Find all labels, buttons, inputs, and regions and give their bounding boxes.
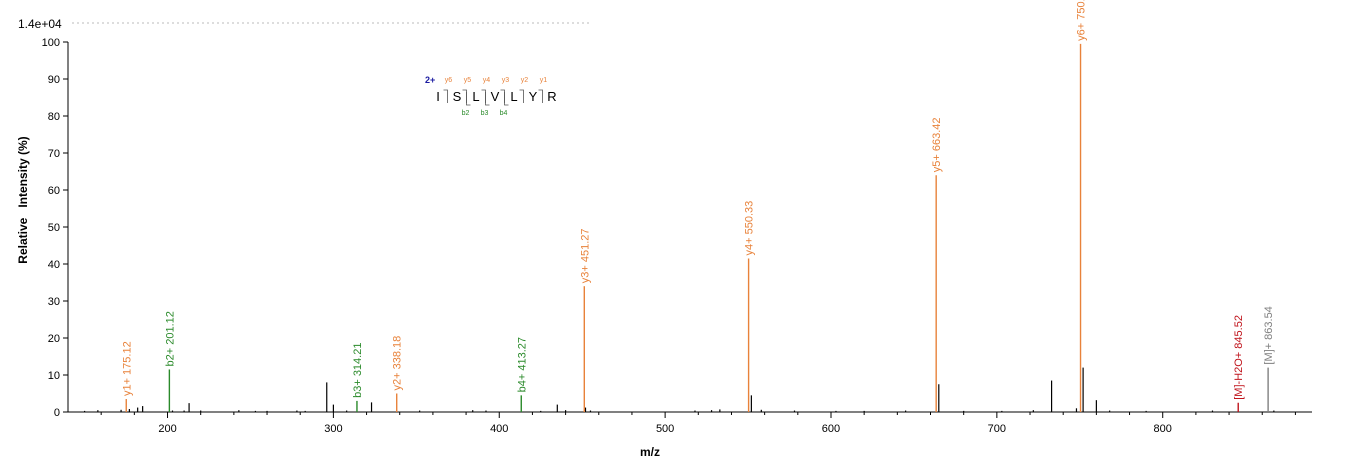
y-ion-label: y3 [502,77,510,84]
y-ion-label: y1 [540,77,548,84]
b-ion-label: b3 [481,110,489,117]
y-tick-label: 80 [48,111,60,123]
y-tick-label: 20 [48,333,60,345]
residue-letter: R [547,89,556,104]
labeled-peaks: y1+ 175.12 b2+ 201.12 b3+ 314.21 y2+ 338.18… [121,0,1275,412]
y-ion-label: y4 [483,77,491,84]
y-tick-label: 60 [48,185,60,197]
b-ion-bracket [466,92,471,106]
residue-letter: V [491,89,500,104]
x-axis-title: m/z [640,445,660,459]
y-tick-label: 10 [48,370,60,382]
y-ion-bracket [481,89,486,103]
peak-label: y4+ 550.33 [744,201,756,256]
x-tick-label: 500 [656,423,674,435]
y-ion-bracket [519,89,524,103]
x-tick-label: 400 [490,423,508,435]
y-tick-label: 0 [54,407,60,419]
peak-label: y3+ 451.27 [579,228,591,283]
peak-label: b4+ 413.27 [516,337,528,392]
y-ion-bracket [462,89,467,103]
peak-label: b3+ 314.21 [352,343,364,398]
b-ion-label: b4 [500,110,508,117]
residue-letter: L [510,89,517,104]
y-ion-bracket [500,89,505,103]
residue-letter: I [436,89,440,104]
intensity-scale-label: 1.4e+04 [18,17,62,31]
peak-label: y2+ 338.18 [392,336,404,391]
x-tick-label: 300 [324,423,342,435]
peak-label: b2+ 201.12 [164,311,176,366]
y-ion-label: y5 [464,77,472,84]
x-tick-label: 600 [822,423,840,435]
y-axis-title: Relative Intensity (%) [16,136,30,263]
peak-label: y5+ 663.42 [931,117,943,172]
y-ion-bracket [443,89,448,103]
peak-label: [M]-H2O+ 845.52 [1233,315,1245,400]
b-ion-bracket [504,92,509,106]
charge-state-label: 2+ [425,75,435,85]
y-tick-label: 30 [48,296,60,308]
unlabeled-peaks [83,367,1275,412]
x-tick-label: 700 [988,423,1006,435]
b-ion-label: b2 [462,110,470,117]
peak-label: y6+ 750.45 [1076,0,1088,41]
x-axis-ticks: 200 300 400 500 600 700 800 [100,412,1296,435]
y-axis-ticks: 0 10 20 30 40 50 60 70 80 90 100 [42,37,68,419]
y-ion-label: y2 [521,77,529,84]
x-tick-label: 200 [158,423,176,435]
y-tick-label: 90 [48,74,60,86]
x-tick-label: 800 [1154,423,1172,435]
y-ion-bracket [538,89,543,103]
y-tick-label: 50 [48,222,60,234]
b-ion-bracket [485,92,490,106]
residue-letter: S [453,89,462,104]
y-tick-label: 40 [48,259,60,271]
y-ion-label: y6 [445,77,453,84]
peak-label: y1+ 175.12 [121,341,133,396]
y-tick-label: 70 [48,148,60,160]
residue-letter: L [472,89,479,104]
residue-letter: Y [529,89,538,104]
peak-label: [M]+ 863.54 [1263,306,1275,364]
y-tick-label: 100 [42,37,60,49]
